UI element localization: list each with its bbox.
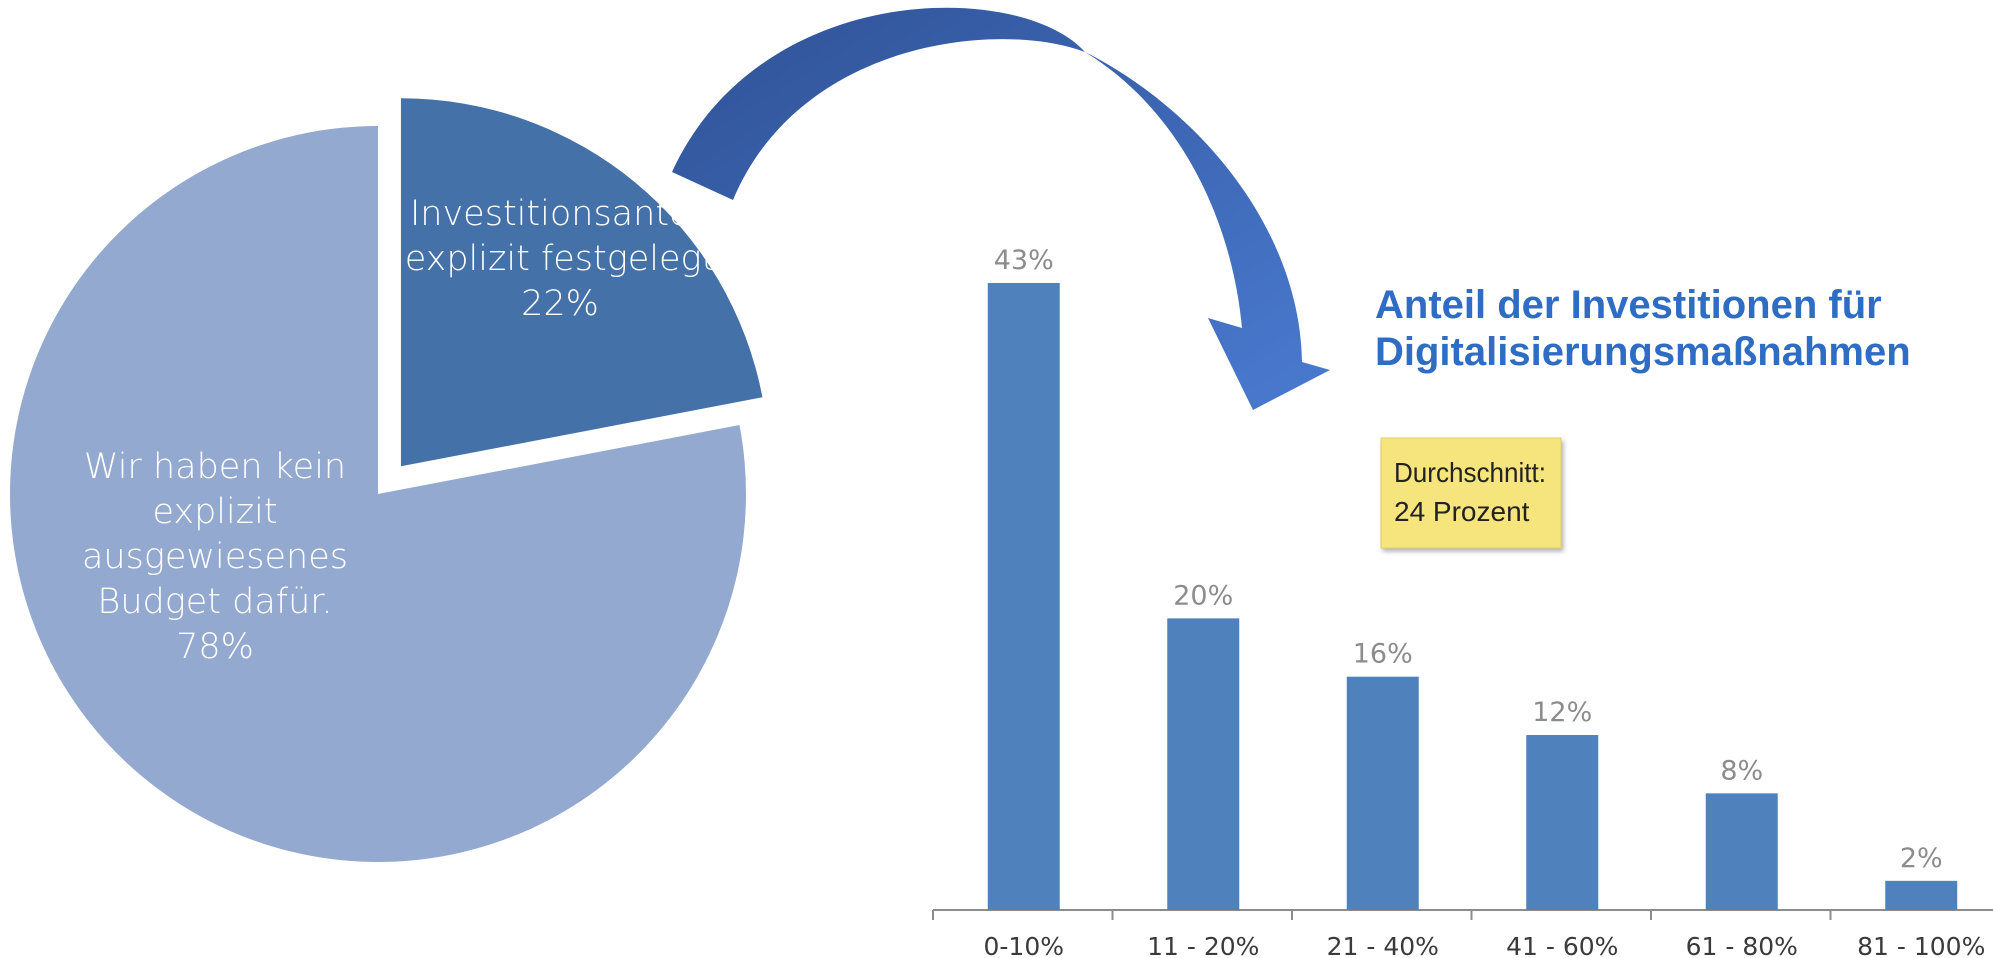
x-tick-label: 21 - 40% (1327, 932, 1439, 958)
chart-title-line-1: Anteil der Investitionen für (1375, 283, 1882, 327)
curved-arrow-icon (672, 7, 1330, 410)
bar-value-label: 16% (1353, 639, 1413, 670)
pie-slice-label: Wir haben kein explizit ausgewiesenes Budge… (82, 447, 348, 667)
x-tick-label: 11 - 20% (1147, 932, 1259, 958)
x-tick-label: 81 - 100% (1857, 932, 1985, 958)
chart-title-line-2: Digitalisierungsmaßnahmen (1375, 330, 1911, 374)
bar (1346, 676, 1419, 910)
bar (987, 283, 1060, 910)
svg-text:Durchschnitt: 24 Prozent: Durchschnitt: 24 Prozent (1394, 457, 1554, 527)
bar-value-label: 20% (1173, 580, 1233, 611)
average-note-line-2: 24 Prozent (1394, 496, 1530, 527)
pie-slice (9, 126, 746, 862)
bar (1167, 618, 1240, 910)
bar-chart: 43% 0-10% 20% 11 - 20% 16% 21 - 40% 12% 41 - 60… (932, 245, 1993, 958)
x-tick-label: 41 - 60% (1506, 932, 1618, 958)
pie-slice-label-line: 22% (521, 284, 599, 324)
bar (1705, 793, 1778, 910)
pie-slice-label-line: ausgewiesenes (82, 537, 348, 577)
pie-slice-label: Investitionsanteil explizit festgelegt 22% (405, 194, 716, 324)
bar-value-label: 2% (1900, 843, 1943, 874)
pie-slice-label-line: Investitionsanteil (410, 194, 710, 234)
x-tick-label: 61 - 80% (1686, 932, 1798, 958)
pie-chart: Investitionsanteil explizit festgelegt 22%… (9, 98, 763, 862)
bar-value-label: 8% (1720, 755, 1763, 786)
bar (1885, 880, 1958, 910)
bar (1526, 735, 1599, 910)
pie-slice-label-line: 78% (176, 627, 254, 667)
x-tick-label: 0-10% (984, 932, 1065, 958)
pie-slice-label-line: Wir haben kein (84, 447, 346, 487)
pie-slice-label-line: Budget dafür. (97, 582, 332, 622)
pie-slice (400, 98, 763, 467)
pie-slice-label-line: explizit festgelegt (405, 239, 716, 279)
average-sticky-note: Durchschnitt: 24 Prozent (1380, 437, 1562, 549)
pie-slice-label-line: explizit (152, 492, 277, 532)
average-note-line-1: Durchschnitt: (1394, 457, 1546, 488)
bar-value-label: 43% (994, 245, 1054, 276)
bar-value-label: 12% (1532, 697, 1592, 728)
chart-title: Anteil der Investitionen für Digitalisie… (1375, 283, 1911, 374)
sticky-note-background (1380, 437, 1562, 549)
